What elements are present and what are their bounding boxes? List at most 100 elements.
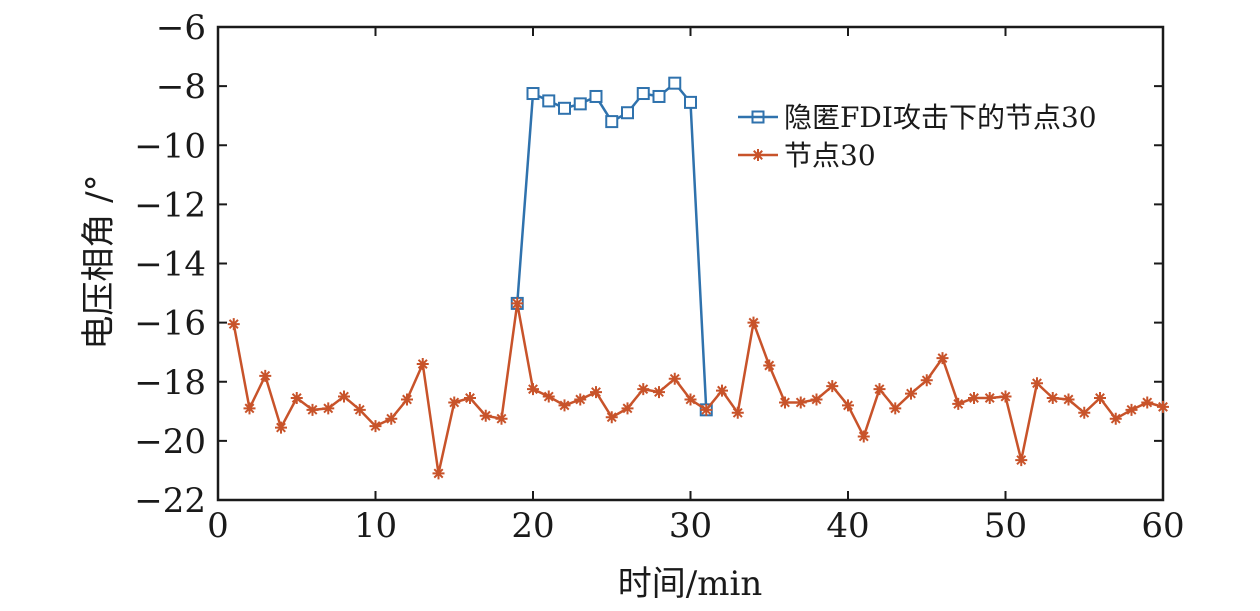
data-point [810,393,823,406]
series-0 [510,76,713,417]
data-point [636,87,650,101]
data-point [889,402,902,415]
data-point [684,95,697,109]
series-line [516,81,708,410]
data-point [983,392,996,405]
data-point [432,467,445,480]
data-point [779,396,791,409]
data-point [526,87,540,101]
legend-star-shape [752,149,764,161]
y-axis-title: 电压相角 /° [79,174,119,349]
data-point [905,387,917,400]
data-point [416,358,429,371]
data-point [275,421,287,434]
data-point [495,412,508,425]
data-point [605,411,618,424]
data-point [936,352,949,365]
data-point [511,297,524,310]
data-point [338,390,350,403]
data-point [590,386,602,399]
legend-marker-star [752,149,764,161]
data-point [999,390,1012,403]
data-point [1031,377,1043,390]
data-point [952,397,965,410]
x-axis-title: 时间/min [618,564,762,604]
x-tick-label: 50 [984,506,1027,546]
x-tick-label: 40 [826,506,869,546]
data-point [747,316,760,329]
y-tick-label: −10 [134,126,206,166]
data-point [637,383,650,396]
series-line [232,302,1164,475]
data-point [794,396,807,409]
data-point [589,89,603,103]
data-point [731,406,744,419]
data-point [542,390,555,403]
data-point [322,402,335,415]
data-point [527,383,539,396]
data-point [306,403,319,416]
y-tick-label: −22 [134,481,206,521]
data-point [1109,412,1122,425]
data-point [385,412,398,425]
data-point [259,369,272,382]
data-point [401,393,413,406]
series-layer [227,76,1169,480]
data-point [542,94,556,108]
x-tick-label: 20 [511,506,554,546]
x-tick-label: 30 [669,506,712,546]
data-point [700,403,713,416]
y-tick-label: −18 [134,363,206,403]
legend-label-node: 节点30 [784,139,876,172]
data-point [652,89,666,103]
data-point [826,380,839,393]
data-point [605,115,619,129]
x-tick-label: 10 [354,506,397,546]
data-point [558,399,571,412]
y-tick-label: −12 [134,185,206,225]
series-1 [227,297,1169,480]
data-point [763,359,776,372]
data-point [1078,406,1091,419]
data-point [857,430,870,443]
data-point [558,101,571,115]
data-point [243,402,256,415]
data-point [920,374,933,387]
data-point [621,402,634,415]
y-tick-label: −20 [134,422,206,462]
data-point [653,386,665,399]
data-point [479,409,492,422]
legend: 隐匿FDI攻击下的节点30 节点30 [738,101,1097,172]
data-point [1046,392,1059,405]
axes: 0 10 20 30 40 50 60 −22 −20 −18 −16 −14 −12 −10 −8 −6 [134,8,1184,546]
y-tick-label: −8 [156,67,206,107]
data-point [716,384,728,397]
data-point [448,396,461,409]
data-point [1157,400,1169,413]
data-point [968,392,980,405]
data-point [1125,403,1138,416]
data-point [684,393,697,406]
data-point [353,403,366,416]
y-tick-label: −16 [134,304,206,344]
legend-marker-square [751,110,765,124]
data-point [574,393,587,406]
data-point [290,392,303,405]
x-tick-label: 60 [1141,506,1184,546]
y-tick-label: −6 [156,8,206,48]
data-point [873,383,886,396]
data-point [464,392,476,405]
data-point [369,420,382,433]
data-point [842,399,854,412]
y-tick-label: −14 [134,245,206,285]
data-point [1141,396,1154,409]
data-point [668,76,682,90]
data-point [621,106,634,120]
legend-label-attack: 隐匿FDI攻击下的节点30 [784,101,1097,134]
data-point [1062,393,1075,406]
data-point [573,97,587,111]
data-point [227,318,240,331]
data-point [1094,392,1106,405]
data-point [1015,454,1028,467]
